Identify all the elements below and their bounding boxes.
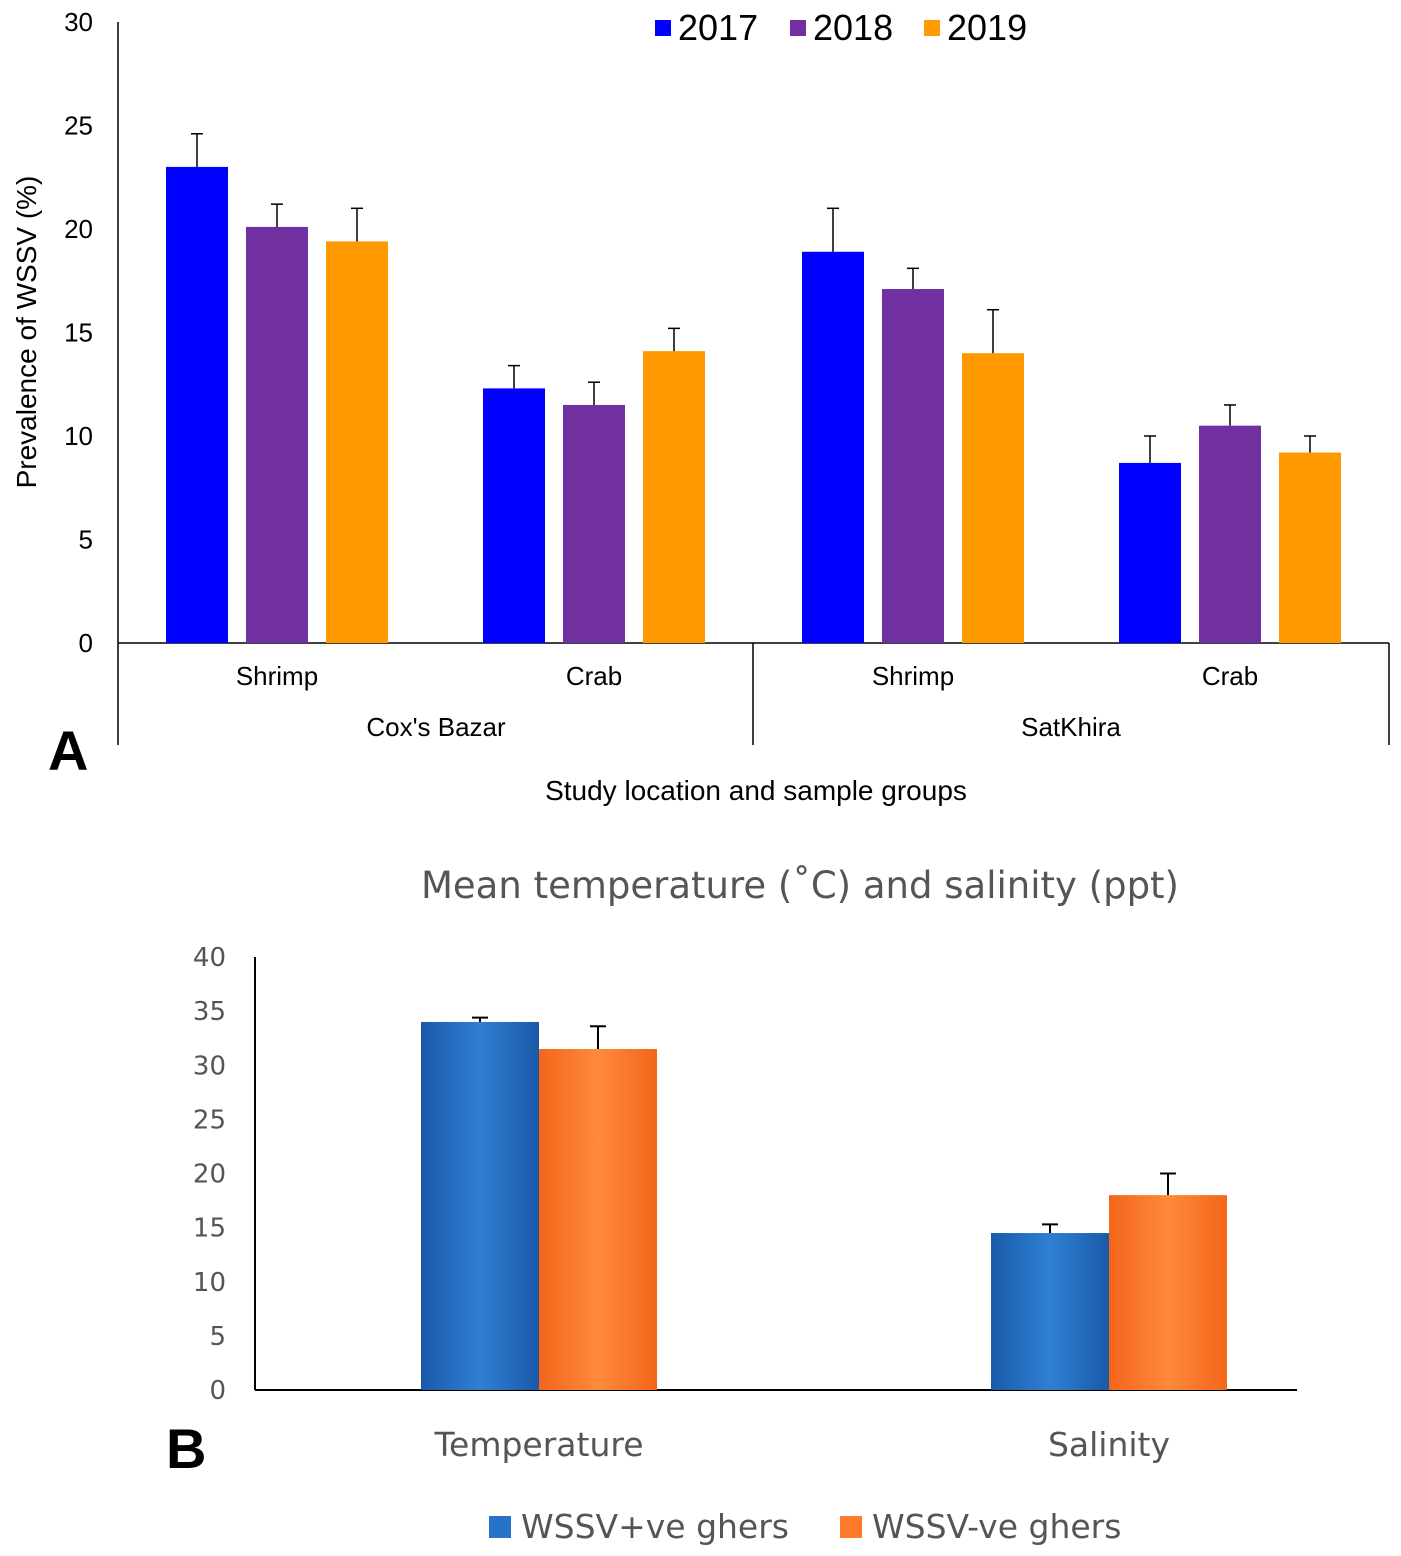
y-axis-label: Prevalence of WSSV (%) xyxy=(11,176,42,489)
y-tick-label: 0 xyxy=(209,1376,226,1406)
y-tick-label: 40 xyxy=(193,943,226,973)
category-label: Crab xyxy=(566,661,622,691)
legend-swatch xyxy=(489,1516,511,1538)
legend-label: WSSV-ve ghers xyxy=(872,1507,1121,1546)
chart-a: 0 5 10 15 20 25 30 Shrimp Crab Shrimp Crab Cox's Ba… xyxy=(11,7,1390,806)
category-label: Shrimp xyxy=(236,661,318,691)
bar xyxy=(246,226,308,643)
legend-label: 2019 xyxy=(947,7,1027,48)
bar xyxy=(643,351,705,643)
legend-label: 2017 xyxy=(678,7,758,48)
panel-label-b: B xyxy=(166,1417,206,1480)
y-tick-label: 25 xyxy=(64,111,93,141)
y-tick-label: 0 xyxy=(79,628,93,658)
bar xyxy=(991,1233,1109,1390)
bar xyxy=(962,353,1024,643)
legend-swatch xyxy=(840,1516,862,1538)
bar xyxy=(166,166,228,643)
bar xyxy=(1119,462,1181,643)
panel-label-a: A xyxy=(48,719,88,782)
chart-b: Mean temperature (˚C) and salinity (ppt)… xyxy=(166,864,1297,1546)
legend-label: 2018 xyxy=(813,7,893,48)
category-label: Shrimp xyxy=(872,661,954,691)
bar xyxy=(1109,1195,1227,1390)
y-tick-label: 20 xyxy=(193,1160,226,1190)
group-label: Cox's Bazar xyxy=(366,712,506,742)
bar xyxy=(326,241,388,644)
category-label: Salinity xyxy=(1048,1425,1170,1464)
y-tick-label: 10 xyxy=(64,421,93,451)
category-label: Crab xyxy=(1202,661,1258,691)
y-tick-label: 25 xyxy=(193,1105,226,1135)
y-tick-label: 30 xyxy=(193,1051,226,1081)
bar xyxy=(1279,452,1341,643)
group-label: SatKhira xyxy=(1021,712,1121,742)
legend-label: WSSV+ve ghers xyxy=(521,1507,789,1546)
bar xyxy=(421,1021,539,1390)
y-tick-label: 15 xyxy=(193,1214,226,1244)
legend-swatch xyxy=(655,20,671,36)
category-label: Temperature xyxy=(433,1425,643,1464)
chart-title: Mean temperature (˚C) and salinity (ppt) xyxy=(421,864,1179,907)
y-tick-label: 15 xyxy=(64,318,93,348)
y-tick-label: 5 xyxy=(209,1322,226,1352)
legend-swatch xyxy=(924,20,940,36)
legend-swatch xyxy=(790,20,806,36)
y-tick-label: 30 xyxy=(64,7,93,37)
y-tick-label: 35 xyxy=(193,997,226,1027)
bar xyxy=(539,1049,657,1390)
bar xyxy=(483,388,545,643)
bar xyxy=(882,289,944,643)
bar xyxy=(563,404,625,643)
y-tick-label: 5 xyxy=(79,525,93,555)
y-tick-label: 10 xyxy=(193,1268,226,1298)
bar xyxy=(1199,425,1261,643)
x-axis-label: Study location and sample groups xyxy=(545,775,967,806)
y-tick-label: 20 xyxy=(64,214,93,244)
bar xyxy=(802,251,864,643)
